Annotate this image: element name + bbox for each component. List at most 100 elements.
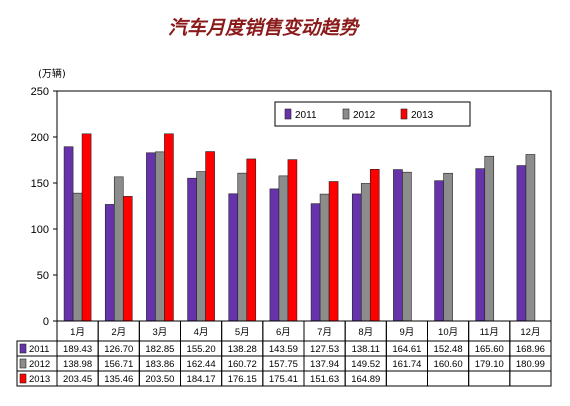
bar-2012-8 xyxy=(360,183,371,322)
legend-swatch-2011 xyxy=(284,108,292,120)
data-label-2011-10: 152.48 xyxy=(434,344,463,355)
y-axis-unit: (万辆) xyxy=(38,67,66,80)
data-label-2011-9: 164.61 xyxy=(392,344,421,355)
bar-2011-8 xyxy=(351,193,362,322)
data-label-2013-8: 164.89 xyxy=(351,374,380,385)
x-tick-label: 6月 xyxy=(276,327,291,338)
data-label-2011-2: 126.70 xyxy=(104,344,133,355)
bar-2011-1 xyxy=(63,146,74,322)
bar-2011-12 xyxy=(516,165,527,322)
bar-2012-6 xyxy=(278,175,289,322)
legend-swatch-2013 xyxy=(400,108,408,120)
bar-2012-9 xyxy=(402,171,412,322)
y-tick-label: 250 xyxy=(31,86,49,98)
bar-2012-4 xyxy=(196,171,206,322)
x-tick-label: 7月 xyxy=(317,327,332,338)
x-tick-label: 3月 xyxy=(153,327,168,338)
bar-2013-4 xyxy=(205,151,215,322)
data-label-2013-4: 184.17 xyxy=(187,374,216,385)
bar-2012-10 xyxy=(443,172,453,322)
legend-box xyxy=(274,101,471,127)
data-label-2011-1: 189.43 xyxy=(63,344,92,355)
data-label-2011-7: 127.53 xyxy=(310,344,339,355)
bar-2011-6 xyxy=(269,188,280,322)
bar-2013-8 xyxy=(369,169,380,322)
x-tick-label: 12月 xyxy=(520,327,540,338)
bar-2013-3 xyxy=(164,133,174,322)
table-row-label-2011: 2011 xyxy=(29,344,49,355)
data-label-2012-9: 161.74 xyxy=(392,359,421,370)
data-label-2013-1: 203.45 xyxy=(63,374,92,385)
data-label-2012-7: 137.94 xyxy=(310,359,339,370)
bar-2012-7 xyxy=(319,193,330,322)
data-label-2012-10: 160.60 xyxy=(434,359,463,370)
data-label-2012-1: 138.98 xyxy=(63,359,92,370)
legend-label-2011: 2011 xyxy=(295,110,317,121)
bar-2011-11 xyxy=(475,168,486,322)
data-table: 1月 2月 3月 4月 5月 6月 7月 8月 9月 10月 11月 12月 2011 189.43 126… xyxy=(16,320,552,387)
data-label-2013-6: 175.41 xyxy=(269,374,298,385)
legend: 2011 2012 2013 xyxy=(274,101,471,127)
legend-label-2012: 2012 xyxy=(353,110,376,121)
data-label-2013-2: 135.46 xyxy=(104,374,133,385)
bar-2011-10 xyxy=(434,180,444,322)
table-row-label-2013: 2013 xyxy=(29,374,50,385)
data-label-2012-3: 183.86 xyxy=(145,359,174,370)
data-label-2012-8: 149.52 xyxy=(351,359,380,370)
y-tick-label: 150 xyxy=(31,178,49,190)
bar-2012-3 xyxy=(155,151,165,322)
bar-2013-5 xyxy=(246,158,257,322)
data-label-2013-3: 203.50 xyxy=(145,374,174,385)
data-label-2011-3: 182.85 xyxy=(145,344,174,355)
bar-2012-12 xyxy=(525,154,536,322)
bar-2011-9 xyxy=(393,169,403,322)
data-label-2011-5: 138.28 xyxy=(228,344,257,355)
bar-2011-2 xyxy=(104,204,115,322)
y-tick-label: 50 xyxy=(37,270,49,282)
table-swatch-2012 xyxy=(19,358,27,369)
y-tick-label: 0 xyxy=(43,316,49,328)
bar-2012-2 xyxy=(113,176,124,322)
bar-2011-3 xyxy=(146,152,156,322)
data-label-2013-7: 151.63 xyxy=(310,374,339,385)
data-label-2012-4: 162.44 xyxy=(187,359,216,370)
bars xyxy=(63,133,536,322)
x-tick-label: 11月 xyxy=(480,327,499,338)
x-tick-label: 1月 xyxy=(70,327,85,338)
data-label-2011-11: 165.60 xyxy=(475,344,504,355)
bar-2013-6 xyxy=(287,159,298,322)
table-cell xyxy=(468,370,511,387)
table-row-label-2012: 2012 xyxy=(29,359,50,370)
data-label-2011-4: 155.20 xyxy=(187,344,216,355)
bar-2013-1 xyxy=(81,133,92,322)
table-cell xyxy=(509,370,552,387)
table-cell xyxy=(385,370,429,387)
legend-swatch-2012 xyxy=(342,108,350,120)
x-tick-label: 10月 xyxy=(438,327,458,338)
bar-2013-2 xyxy=(122,196,133,322)
bar-2011-5 xyxy=(228,193,239,322)
x-tick-label: 9月 xyxy=(400,327,415,338)
table-swatch-2011 xyxy=(19,343,27,354)
data-label-2011-6: 143.59 xyxy=(269,344,298,355)
bar-2011-7 xyxy=(310,203,321,322)
bar-2011-4 xyxy=(187,177,197,322)
data-label-2012-11: 179.10 xyxy=(475,359,504,370)
table-swatch-2013 xyxy=(19,373,27,384)
table-cell xyxy=(427,370,470,387)
x-tick-label: 2月 xyxy=(111,327,126,338)
chart-title: 汽车月度销售变动趋势 xyxy=(168,17,361,39)
y-tick-label: 100 xyxy=(31,224,49,236)
bar-2012-5 xyxy=(237,172,248,322)
x-tick-label: 5月 xyxy=(235,327,250,338)
data-label-2012-6: 157.75 xyxy=(269,359,298,370)
bar-2012-1 xyxy=(72,192,83,322)
data-label-2013-5: 176.15 xyxy=(228,374,257,385)
data-label-2011-8: 138.11 xyxy=(352,344,380,355)
data-label-2012-12: 180.99 xyxy=(516,359,545,370)
y-axis: 0 50 100 150 200 250 xyxy=(31,86,57,328)
data-label-2011-12: 168.96 xyxy=(516,344,545,355)
x-tick-label: 4月 xyxy=(194,327,209,338)
y-tick-label: 200 xyxy=(31,132,49,144)
